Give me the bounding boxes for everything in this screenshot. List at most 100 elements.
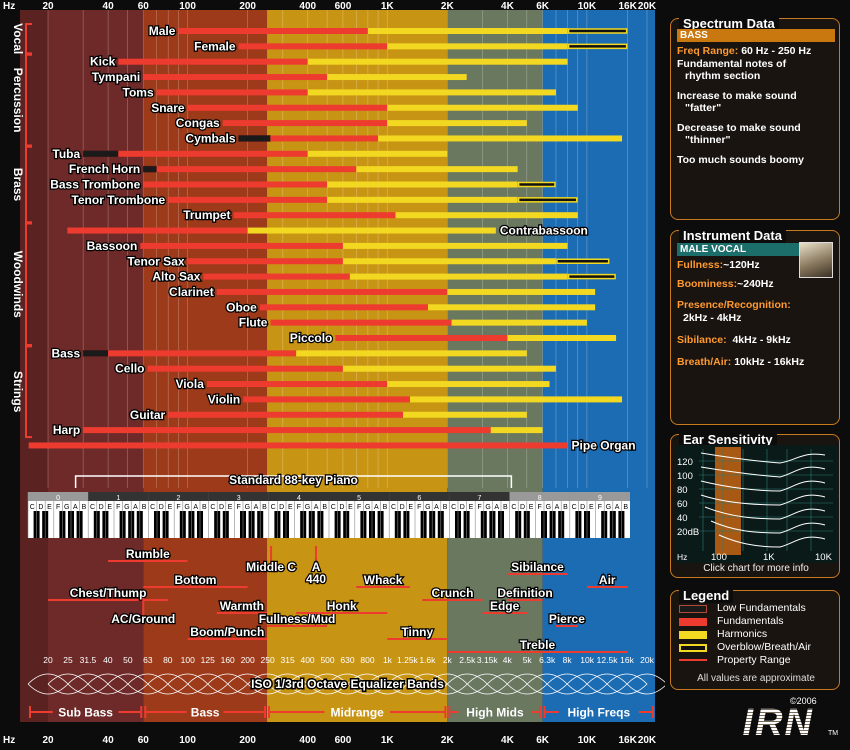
prop-label-rumble: Rumble	[126, 547, 170, 561]
fund-bar-guitar	[168, 411, 404, 418]
piano-key-letter-52: F	[477, 504, 481, 511]
eq-band-curve-10	[227, 673, 269, 695]
label-harp: Harp	[53, 423, 80, 437]
piano-key-letter-44: E	[408, 504, 413, 511]
label-cymbals: Cymbals	[185, 131, 235, 145]
piano-key-letter-27: B	[262, 504, 267, 511]
range-label-bg-midrange	[324, 704, 390, 720]
fund-bar-congas	[222, 120, 388, 127]
range-label-bass: Bass	[191, 706, 220, 720]
label-violin: Violin	[208, 392, 240, 406]
harm-bar-congas	[387, 120, 527, 127]
eq-band-curve-25	[526, 673, 568, 695]
eq-band-1-25k: 1.25k	[397, 655, 419, 665]
spectrum-data-panel: Spectrum Data BASS Freq Range: 60 Hz - 2…	[670, 16, 840, 220]
eq-band-8k: 8k	[563, 655, 573, 665]
legend-fundamentals: Fundamentals	[717, 615, 784, 627]
piano-key-letter-22: D	[219, 504, 224, 511]
label-male: Male	[149, 24, 176, 38]
eq-band-63: 63	[143, 655, 153, 665]
fund-bar-female	[238, 43, 388, 50]
prop-label-ac-ground: AC/Ground	[111, 612, 175, 626]
boominess-label: Boominess:	[677, 278, 738, 290]
piano-key-letter-18: G	[184, 504, 189, 511]
ear-sensitivity-title: Ear Sensitivity	[679, 432, 777, 447]
singer-photo	[799, 242, 833, 278]
trademark: TM	[828, 730, 839, 737]
ear-y-tick-120: 120	[677, 457, 693, 468]
fund-bar-flute	[270, 319, 452, 326]
low-bar-tuba	[82, 150, 119, 158]
legend-swatch-harmonics	[679, 631, 707, 639]
piano-label: Standard 88-key Piano	[229, 473, 358, 487]
piano-key-letter-57: D	[520, 504, 525, 511]
range-label-bg-sub-bass	[52, 704, 119, 720]
group-label-vocal: Vocal	[11, 23, 25, 54]
label-tuba: Tuba	[52, 147, 80, 161]
top-tick-60: 60	[138, 1, 150, 12]
range-label-sub-bass: Sub Bass	[58, 706, 113, 720]
piano-key-letter-59: F	[538, 504, 542, 511]
label-bass-trombone: Bass Trombone	[50, 178, 140, 192]
range-label-high-freqs: High Freqs	[567, 706, 630, 720]
ear-sensitivity-panel[interactable]: Ear Sensitivity 120 100 80 60 40 20dB Hz	[670, 432, 840, 578]
harm-bar-female	[387, 43, 568, 50]
spectrum-line-5: Decrease to make sound	[677, 122, 801, 134]
top-tick-16k: 16K	[618, 1, 637, 12]
label-snare: Snare	[151, 101, 185, 115]
bracket-percussion	[25, 53, 32, 147]
octave-num-6: 6	[417, 495, 421, 502]
octave-num-0: 0	[56, 495, 60, 502]
octave-num-4: 4	[297, 495, 301, 502]
over-bar-male	[567, 28, 628, 34]
range-label-high-mids: High Mids	[466, 706, 524, 720]
piano-key-letter-13: B	[142, 504, 147, 511]
piano-key-letter-51: E	[469, 504, 474, 511]
octave-bar-1	[88, 492, 149, 501]
fund-bar-oboe	[259, 304, 428, 311]
bottom-tick-200: 200	[239, 735, 256, 746]
ear-note[interactable]: Click chart for more info	[703, 563, 809, 574]
presence-label: Presence/Recognition:	[677, 299, 791, 311]
prop-label-middle-c: Middle C	[246, 560, 296, 574]
piano-key-letter-34: B	[322, 504, 327, 511]
harm-bar-male	[367, 28, 568, 34]
fund-bar-toms	[156, 89, 308, 96]
bottom-tick-1k: 1K	[381, 735, 395, 746]
fullness-value: ~120Hz	[723, 259, 760, 271]
range-label-bg-bass	[186, 704, 224, 720]
range-label-midrange: Midrange	[331, 706, 385, 720]
piano-key-letter-3: F	[56, 504, 60, 511]
piano-key-letter-43: D	[400, 504, 405, 511]
piano-key-letter-28: C	[271, 504, 276, 511]
harm-bar-cello	[342, 365, 556, 372]
fund-bar-piccolo	[335, 335, 508, 341]
label-toms: Toms	[123, 85, 154, 99]
fund-bar-bass-trombone	[143, 181, 328, 188]
prop-label-honk: Honk	[327, 599, 357, 613]
eq-band-curve-30	[626, 673, 665, 695]
octave-num-7: 7	[478, 495, 482, 502]
group-label-brass: Brass	[11, 168, 25, 202]
irn-logo: IRN	[672, 704, 820, 742]
label-kick: Kick	[90, 55, 116, 69]
fund-bar-alto-sax	[203, 273, 350, 280]
label-congas: Congas	[176, 116, 220, 130]
spectrum-line-7: Too much sounds boomy	[677, 154, 804, 166]
fullness-label: Fullness:	[677, 259, 724, 271]
piano-key-letter-50: D	[460, 504, 465, 511]
harm-bar-piccolo	[507, 335, 617, 341]
top-tick-6k: 6K	[536, 1, 550, 12]
piano-key-letter-64: D	[580, 504, 585, 511]
fund-bar-pipe-organ	[28, 442, 568, 449]
irn-logo-text: IRN	[742, 702, 814, 744]
ear-sensitivity-chart[interactable]: 120 100 80 60 40 20dB Hz 100 1K 10K	[675, 445, 837, 563]
piano-key-letter-38: F	[357, 504, 361, 511]
piano-range-bracket	[74, 475, 513, 488]
piano-key-letter-11: G	[124, 504, 129, 511]
eq-band-25: 25	[63, 655, 73, 665]
ear-y-tick-60: 60	[677, 499, 688, 510]
piano-key-letter-68: A	[615, 504, 620, 511]
piano-key-letter-53: G	[485, 504, 490, 511]
sibilance-row: Sibilance: 4kHz - 9kHz	[677, 334, 791, 346]
